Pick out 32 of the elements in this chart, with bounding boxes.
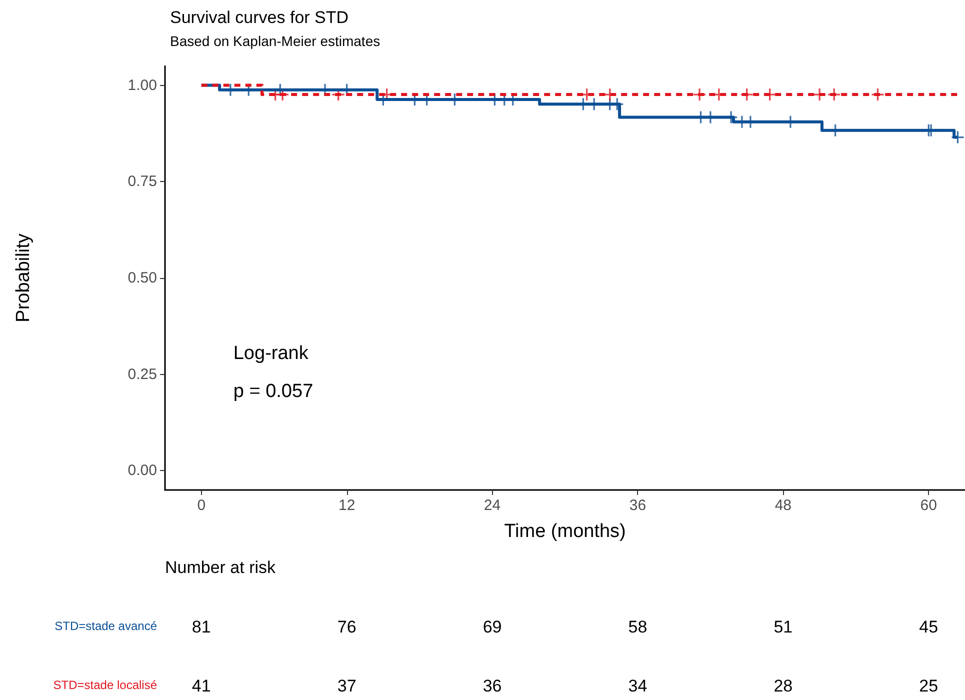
y-tick-label: 0.25 xyxy=(128,366,157,383)
annotation: p = 0.057 xyxy=(233,381,314,402)
chart-subtitle: Based on Kaplan-Meier estimates xyxy=(170,33,380,49)
text: STD=stade avancé xyxy=(54,619,158,633)
text: 34 xyxy=(628,676,648,696)
text: Number at risk xyxy=(165,558,276,577)
text: 58 xyxy=(628,618,648,636)
text: 41 xyxy=(192,676,211,696)
x-tick-label: 36 xyxy=(629,497,646,514)
y-tick-label: 0.00 xyxy=(128,462,157,480)
x-tick-label: 48 xyxy=(774,497,792,514)
text: 51 xyxy=(774,618,793,636)
x-tick-label: 12 xyxy=(338,497,356,514)
text: 45 xyxy=(919,618,938,636)
text: 36 xyxy=(482,676,502,696)
annotation: Log-rank xyxy=(233,343,309,364)
text: 37 xyxy=(337,676,356,696)
x-tick-label: 0 xyxy=(197,497,206,514)
text: 28 xyxy=(774,676,793,696)
x-axis-title: Time (months) xyxy=(504,521,626,542)
y-tick-label: 0.50 xyxy=(128,270,157,286)
x-tick-label: 60 xyxy=(920,497,937,514)
text: 69 xyxy=(482,618,502,636)
text: 25 xyxy=(919,676,938,696)
x-tick-label: 24 xyxy=(484,497,501,514)
y-tick-label: 1.00 xyxy=(128,76,157,94)
y-axis-title: Probability xyxy=(13,233,34,322)
y-tick-label: 0.75 xyxy=(128,173,157,190)
text: 81 xyxy=(192,618,211,636)
text: 76 xyxy=(337,618,356,636)
chart-title: Survival curves for STD xyxy=(170,8,349,27)
text: STD=stade localisé xyxy=(53,678,158,692)
